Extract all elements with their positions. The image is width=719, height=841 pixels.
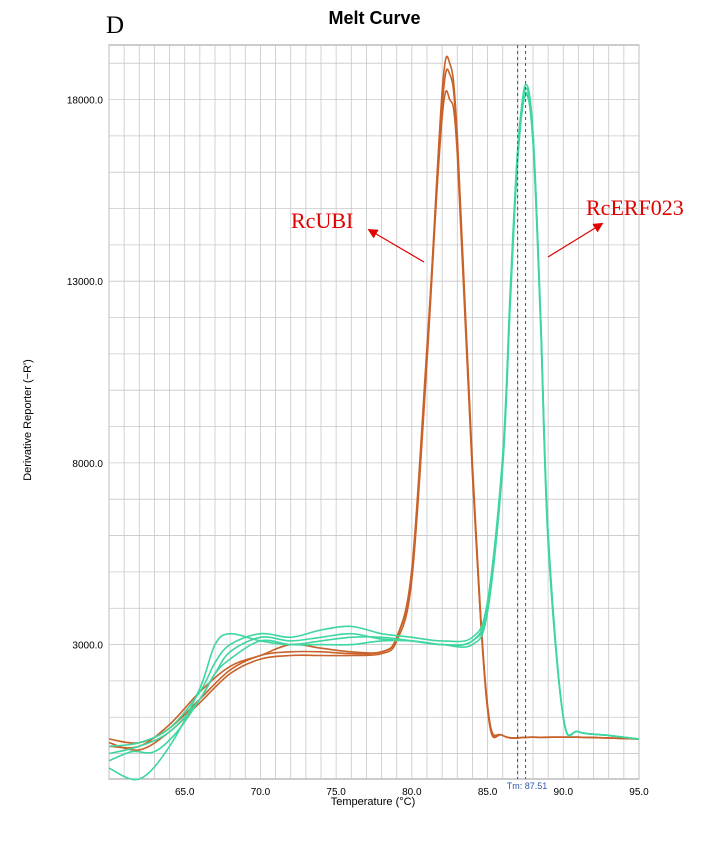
y-tick-label: 13000.0: [67, 277, 104, 288]
series-layer: [108, 55, 640, 781]
x-tick-label: 70.0: [251, 787, 271, 798]
x-tick-label: 95.0: [629, 787, 649, 798]
tm-marker-label: Tm: 87.51: [506, 781, 548, 791]
chart-title: Melt Curve: [328, 8, 421, 28]
series-line-rcubi: [108, 90, 640, 749]
annotation-arrow-rcerf023: [547, 222, 604, 258]
x-tick-label: 80.0: [402, 787, 422, 798]
series-line-rcerf023: [108, 83, 640, 762]
tick-labels: 65.0 70.0 75.0 80.0 85.0 90.0 95.0 3000.0 8000.0…: [67, 96, 649, 798]
y-tick-label: 3000.0: [72, 641, 103, 652]
x-tick-label: 75.0: [326, 787, 346, 798]
grid: [108, 45, 640, 779]
x-tick-label: 65.0: [175, 787, 195, 798]
y-tick-label: 8000.0: [72, 459, 103, 470]
x-tick-label: 85.0: [478, 787, 498, 798]
annotation-rcerf023: RcERF023: [586, 195, 684, 220]
annotation-arrow-rcubi: [367, 228, 425, 263]
panel-letter: D: [106, 12, 125, 39]
y-tick-label: 18000.0: [67, 96, 104, 107]
annotation-rcubi: RcUBI: [291, 208, 353, 233]
plot-background: [108, 44, 640, 780]
x-axis-label: Temperature (°C): [330, 796, 416, 808]
x-tick-label: 90.0: [554, 787, 574, 798]
